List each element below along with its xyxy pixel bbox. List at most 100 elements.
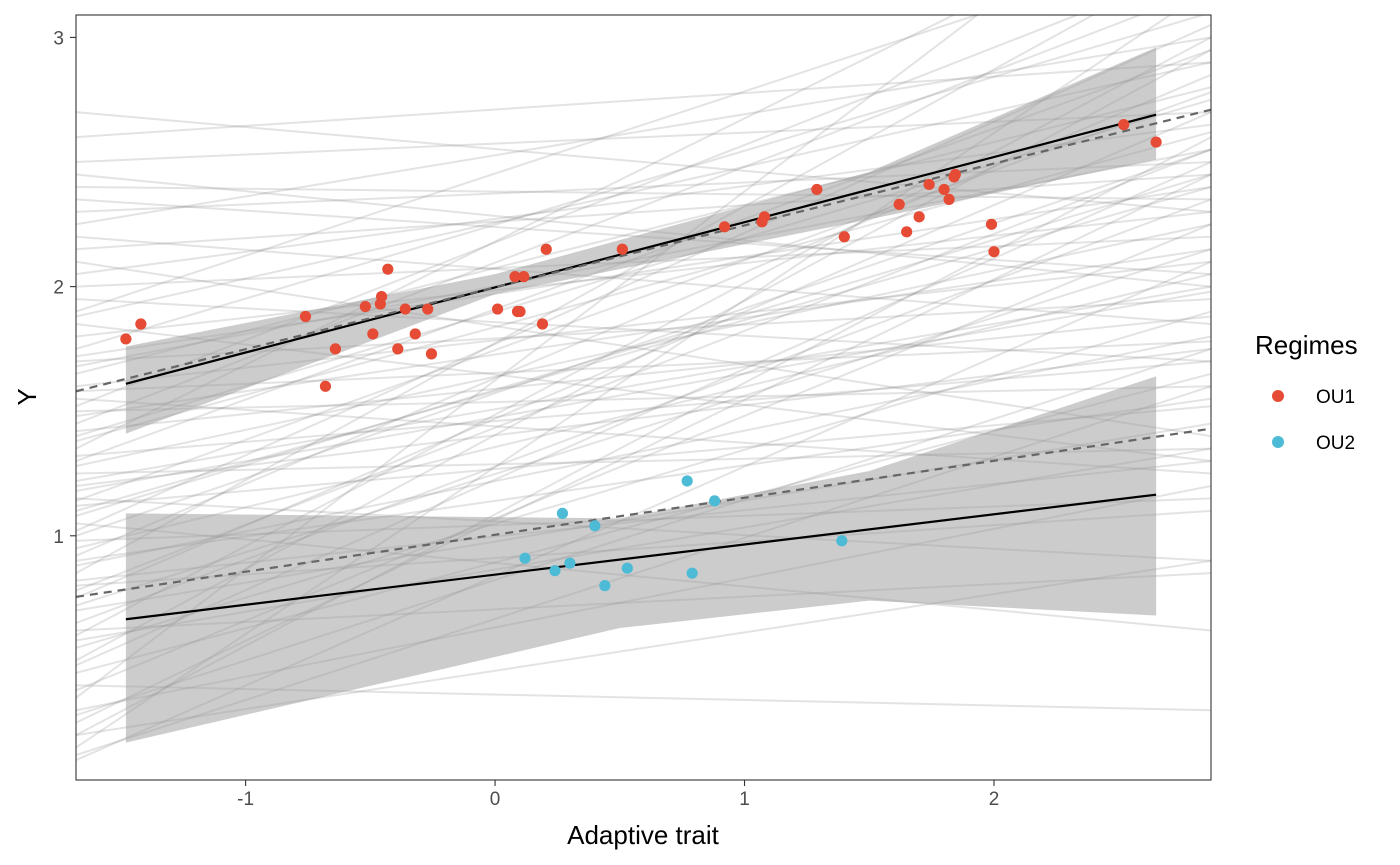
confidence-band-ou2 (125, 376, 1157, 743)
posterior-sample-line (76, 173, 1211, 288)
y-axis-title: Y (12, 388, 42, 405)
posterior-sample-line (76, 285, 1211, 482)
point-ou1 (1118, 119, 1130, 131)
point-ou1 (518, 271, 530, 283)
point-ou2 (599, 580, 611, 592)
point-ou1 (135, 318, 147, 330)
posterior-sample-line (76, 290, 1211, 492)
point-ou1 (329, 343, 342, 355)
legend-label-ou2: OU2 (1316, 433, 1355, 454)
posterior-sample-line (76, 347, 1211, 487)
point-ou1 (943, 193, 955, 205)
point-ou2 (708, 495, 721, 507)
regression-lines (76, 108, 1211, 621)
y-axis: 1 2 3 (53, 28, 76, 548)
legend-label-ou1: OU1 (1316, 387, 1355, 408)
x-tick-label: 0 (490, 789, 501, 810)
point-ou1 (359, 300, 371, 313)
posterior-sample-line (76, 315, 1211, 433)
point-ou1 (392, 343, 404, 355)
y-tick-label: 3 (53, 28, 64, 49)
point-ou2 (564, 557, 576, 569)
point-ou1 (375, 290, 388, 303)
point-ou1 (1150, 136, 1162, 148)
posterior-sample-line (76, 340, 1211, 393)
point-ou1 (901, 226, 913, 238)
point-ou1 (616, 243, 628, 255)
x-tick-label: 2 (989, 789, 1000, 810)
legend-key-ou1 (1272, 390, 1284, 402)
posterior-sample-line (76, 148, 1211, 537)
posterior-sample-line (76, 298, 1211, 363)
legend-title: Regimes (1255, 330, 1358, 360)
point-ou1 (425, 348, 438, 360)
posterior-sample-line (76, 36, 1211, 226)
posterior-sample-line (76, 61, 1211, 318)
posterior-sample-line (76, 15, 1207, 350)
point-ou1 (988, 246, 1000, 258)
point-ou1 (893, 198, 905, 210)
point-ou1 (540, 243, 552, 255)
point-ou1 (382, 263, 394, 275)
fit-line-ou1-solid (125, 113, 1157, 385)
x-axis: -1 0 1 2 (237, 780, 999, 810)
point-ou1 (758, 211, 771, 223)
point-ou1 (409, 328, 421, 340)
posterior-sample-line (76, 360, 1211, 458)
point-ou2 (686, 567, 698, 579)
point-ou1 (536, 318, 549, 330)
point-ou2 (519, 552, 531, 564)
posterior-sample-line (76, 260, 1211, 438)
point-ou1 (367, 328, 379, 340)
data-points (120, 119, 1162, 592)
posterior-sample-line (76, 111, 1211, 213)
point-ou1 (811, 183, 823, 196)
confidence-band-ou1 (125, 47, 1157, 434)
posterior-sample-line (76, 210, 1211, 338)
point-ou2 (621, 562, 633, 574)
posterior-sample-line (76, 273, 1211, 550)
posterior-sample-line (76, 15, 980, 313)
posterior-sample-line (76, 385, 1211, 413)
point-ou2 (836, 535, 848, 547)
point-ou1 (299, 310, 312, 323)
point-ou1 (938, 183, 950, 196)
point-ou1 (120, 333, 132, 345)
point-ou1 (399, 303, 411, 315)
point-ou2 (681, 475, 693, 487)
x-axis-title: Adaptive trait (567, 820, 720, 850)
point-ou2 (556, 507, 569, 519)
legend-key-ou2 (1272, 436, 1284, 448)
point-ou1 (838, 231, 850, 243)
point-ou1 (718, 221, 731, 233)
posterior-sample-line (76, 235, 1211, 325)
posterior-sample-line (76, 61, 1211, 139)
point-ou1 (913, 211, 925, 223)
point-ou1 (422, 303, 434, 315)
y-tick-label: 1 (53, 527, 64, 548)
point-ou2 (589, 520, 601, 532)
x-tick-label: -1 (237, 789, 254, 810)
x-tick-label: 1 (739, 789, 750, 810)
posterior-sample-line (76, 173, 1211, 517)
point-ou2 (549, 565, 561, 577)
plot-panel-border (75, 14, 1212, 781)
posterior-sample-line (76, 185, 1211, 201)
y-tick-label: 2 (53, 278, 64, 299)
fit-line-ou2-solid (125, 493, 1157, 621)
point-ou1 (514, 305, 526, 318)
posterior-sample-line (76, 223, 1211, 468)
fit-line-ou2-dashed (76, 427, 1211, 598)
point-ou1 (985, 218, 998, 230)
point-ou1 (319, 380, 332, 392)
legend: Regimes OU1 OU2 (1255, 330, 1358, 454)
point-ou1 (491, 303, 504, 315)
posterior-sample-line (76, 248, 1211, 418)
point-ou1 (949, 168, 961, 181)
posterior-sample-line (76, 185, 1211, 512)
confidence-bands (125, 47, 1157, 743)
point-ou1 (509, 271, 521, 283)
point-ou1 (923, 178, 935, 191)
